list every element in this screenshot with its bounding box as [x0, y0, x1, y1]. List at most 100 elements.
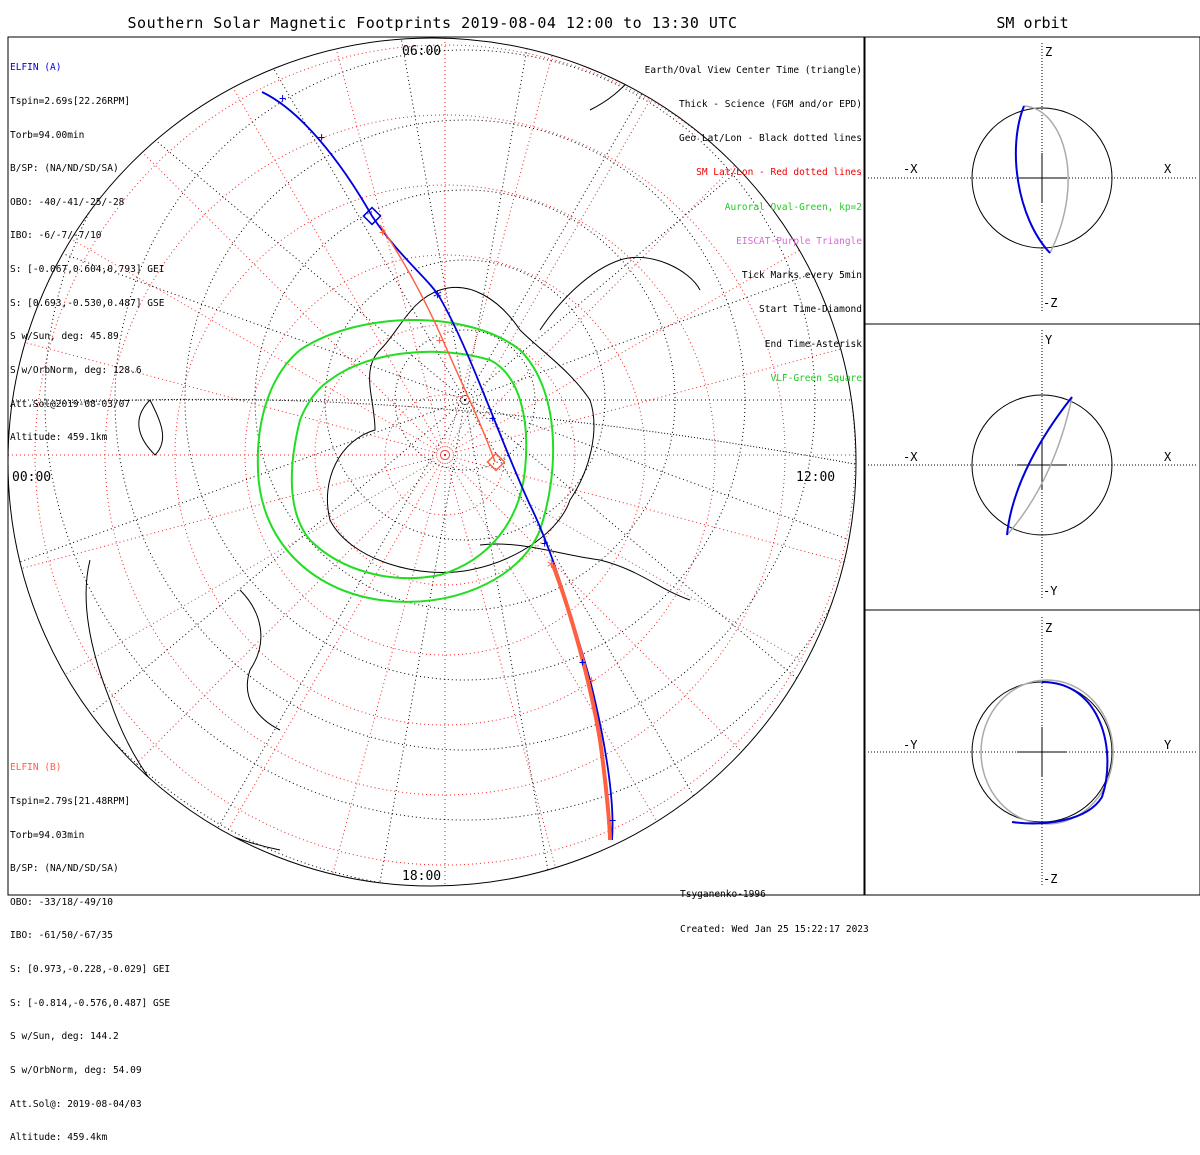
sm-longitude-line	[8, 454, 446, 806]
footer: Tsyganenko-1996 Created: Wed Jan 25 15:2…	[680, 866, 869, 947]
elfin-b-line: Altitude: 459.4km	[10, 1132, 108, 1144]
elfin-a-line: OBO: -40/-41/-25/-28	[10, 196, 125, 208]
sm-longitude-line	[444, 454, 627, 886]
orbit-1-front	[1014, 105, 1051, 254]
coastline	[539, 256, 701, 331]
legend-item: Thick - Science (FGM and/or EPD)	[678, 99, 862, 111]
legend-item: Geo Lat/Lon - Black dotted lines	[678, 133, 862, 145]
geo-longitude-line	[342, 38, 466, 401]
sm-longitude-line	[94, 38, 446, 456]
legend-item: VLF-Green Square	[770, 372, 862, 384]
elfin-a-tick: +	[489, 411, 496, 425]
orbit-1-back	[1023, 105, 1069, 254]
sm-longitude-line	[8, 273, 446, 456]
panel3-right-label: Y	[1164, 738, 1172, 752]
geo-longitude-line	[464, 160, 856, 401]
sm-longitude-line	[444, 273, 856, 456]
panel2-right-label: X	[1164, 450, 1172, 464]
geo-longitude-line	[464, 38, 816, 401]
dial-label-00: 00:00	[12, 470, 52, 485]
panel1-right-label: X	[1164, 162, 1172, 176]
elfin-a-name: ELFIN (A)	[10, 62, 62, 74]
footprint-map: **+++++++++	[7, 36, 1200, 896]
elfin-b-line: Torb=94.03min	[10, 829, 85, 841]
elfin-b-track-south	[551, 564, 612, 841]
elfin-a-tick: +	[579, 655, 586, 669]
elfin-a-end-asterisk: *	[432, 287, 443, 308]
geo-longitude-line	[464, 38, 588, 401]
dial-label-18: 18:00	[402, 869, 442, 884]
orbit-panel-1-frame	[864, 36, 1200, 325]
sm-longitude-line	[444, 38, 627, 456]
model-label: Tsyganenko-1996	[680, 889, 766, 900]
elfin-a-line: S: [-0.067,0.604,0.793] GEI	[10, 264, 165, 276]
elfin-a-start-diamond	[362, 206, 382, 226]
elfin-a-line: Tspin=2.69s[22.26RPM]	[10, 96, 131, 108]
orbit-panel-3-frame	[864, 609, 1200, 896]
sm-longitude-line	[444, 38, 856, 456]
legend-item: EISCAT-Purple Triangle	[736, 235, 862, 247]
geo-longitude-line	[8, 160, 466, 401]
geo-longitude-line	[114, 399, 466, 886]
elfin-b-tick: +	[588, 673, 595, 687]
geo-longitude-line	[114, 38, 466, 401]
elfin-a-track	[261, 91, 614, 841]
geo-longitude-line	[8, 38, 466, 401]
elfin-b-name: ELFIN (B)	[10, 762, 62, 774]
elfin-a-line: B/SP: (NA/ND/SD/SA)	[10, 163, 119, 175]
elfin-b-line: S: [0.973,-0.228,-0.029] GEI	[10, 964, 171, 976]
elfin-a-tick: +	[609, 813, 616, 827]
sm-longitude-line	[263, 454, 446, 886]
legend-item: Auroral Oval-Green, kp=2	[724, 201, 862, 213]
elfin-a-line: Torb=94.00min	[10, 129, 85, 141]
elfin-a-line: Att.Sol@2019-08-03/07	[10, 398, 131, 410]
panel2-top-label: Y	[1045, 333, 1053, 347]
legend-item: SM Lat/Lon - Red dotted lines	[696, 167, 862, 179]
coastline	[138, 399, 164, 456]
panel3-left-label: -Y	[903, 738, 918, 752]
orbit-2-back	[1006, 396, 1073, 536]
map-boundary	[7, 37, 857, 887]
geo-longitude-line	[8, 399, 466, 851]
coastline	[326, 286, 595, 574]
sm-longitude-line	[444, 454, 856, 886]
elfin-b-line: OBO: -33/18/-49/10	[10, 896, 113, 908]
elfin-a-tick: +	[541, 536, 548, 550]
sm-longitude-line	[94, 454, 446, 886]
elfin-b-line: Tspin=2.79s[21.48RPM]	[10, 796, 131, 808]
legend-item: Earth/Oval View Center Time (triangle)	[644, 64, 862, 76]
plot-title: Southern Solar Magnetic Footprints 2019-…	[127, 14, 738, 32]
geo-latitude-circle	[394, 329, 536, 471]
elfin-b-line: S w/Sun, deg: 144.2	[10, 1031, 119, 1043]
geo-longitude-line	[464, 38, 856, 401]
auroral-oval-inner	[290, 350, 528, 580]
elfin-b-tick: +	[379, 225, 386, 239]
elfin-a-info: ELFIN (A) Tspin=2.69s[22.26RPM] Torb=94.…	[10, 40, 164, 455]
panel1-top-label: Z	[1045, 45, 1053, 59]
elfin-a-line: S: [0.693,-0.530,0.487] GSE	[10, 297, 165, 309]
geo-latitude-circle	[114, 49, 816, 751]
panel2-bottom-label: -Y	[1043, 584, 1058, 598]
dial-label-12: 12:00	[796, 470, 836, 485]
elfin-b-start-diamond	[486, 452, 506, 472]
legend-item: End Time-Asterisk	[764, 338, 862, 350]
sm-longitude-line	[444, 38, 796, 456]
elfin-a-line: S w/Sun, deg: 45.89	[10, 331, 119, 343]
orbit-panel-2-frame	[864, 323, 1200, 611]
orbit-3-back	[980, 679, 1114, 825]
elfin-a-line: IBO: -6/-7/-7/10	[10, 230, 102, 242]
geo-longitude-line	[464, 399, 856, 851]
elfin-b-line: S: [-0.814,-0.576,0.487] GSE	[10, 997, 171, 1009]
elfin-b-end-asterisk: *	[546, 557, 557, 578]
coastline	[479, 543, 691, 601]
sm-longitude-line	[444, 454, 856, 637]
legend-item: Start Time-Diamond	[759, 304, 862, 316]
elfin-a-line: S w/OrbNorm, deg: 128.6	[10, 364, 142, 376]
elfin-b-line: B/SP: (NA/ND/SD/SA)	[10, 863, 119, 875]
panel3-top-label: Z	[1045, 621, 1053, 635]
elfin-b-line: IBO: -61/50/-67/35	[10, 930, 113, 942]
sm-longitude-line	[263, 38, 446, 456]
elfin-b-line: Att.Sol@: 2019-08-04/03	[10, 1098, 142, 1110]
coastline	[239, 589, 281, 731]
sm-latitude-circle	[174, 184, 716, 726]
